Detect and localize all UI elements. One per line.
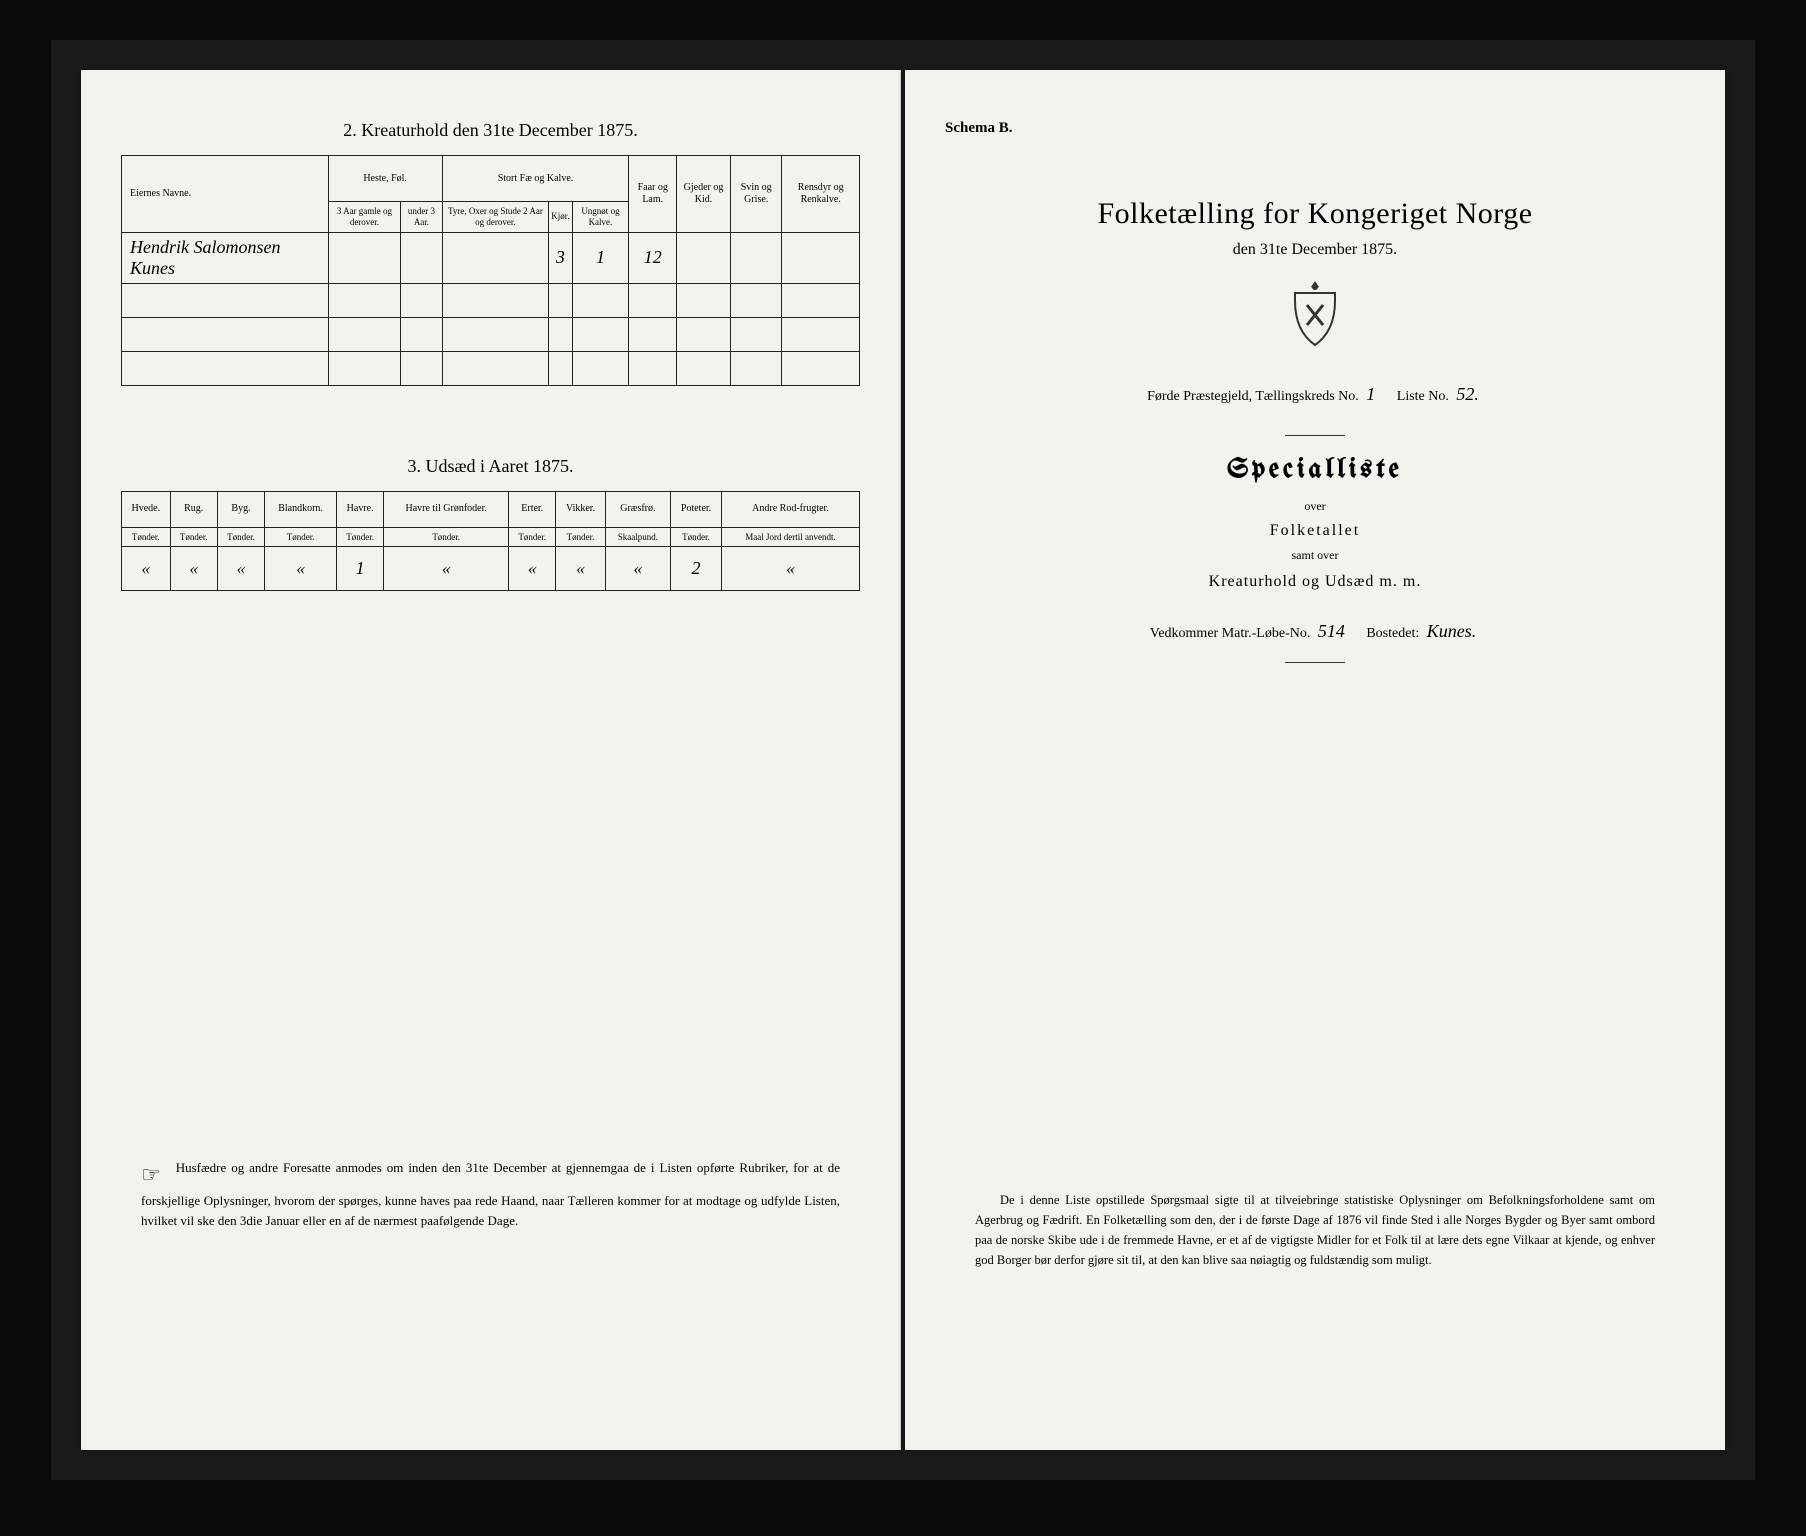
seed-col: Poteter. (671, 491, 722, 527)
seed-unit: Tønder. (509, 527, 556, 547)
seed-value-row: « « « « 1 « « « « 2 « (122, 547, 860, 591)
seed-unit: Tønder. (384, 527, 509, 547)
liste-number: 52. (1452, 384, 1483, 404)
seed-val: « (722, 547, 860, 591)
seed-val: « (265, 547, 337, 591)
table-row (122, 351, 860, 385)
seed-header-row: Hvede. Rug. Byg. Blandkorn. Havre. Havre… (122, 491, 860, 527)
seed-col: Havre. (336, 491, 383, 527)
seed-unit: Tønder. (122, 527, 171, 547)
seed-val: « (122, 547, 171, 591)
vedkommer-line: Vedkommer Matr.-Løbe-No. 514 Bostedet: K… (945, 621, 1685, 642)
col-sheep: Faar og Lam. (629, 156, 677, 233)
seed-col: Andre Rod-frugter. (722, 491, 860, 527)
col-group-horses: Heste, Føl. (328, 156, 442, 202)
cell (328, 232, 401, 283)
col-cows: Kjør. (549, 202, 572, 233)
seed-unit: Maal Jord dertil anvendt. (722, 527, 860, 547)
right-bottom-paragraph: De i denne Liste opstillede Spørgsmaal s… (975, 1190, 1655, 1270)
over-label-1: over (945, 499, 1685, 514)
over-label-2: samt over (945, 548, 1685, 563)
liste-label: Liste No. (1397, 389, 1449, 404)
seed-unit: Tønder. (170, 527, 217, 547)
seed-val: « (217, 547, 264, 591)
seed-unit: Tønder. (671, 527, 722, 547)
col-horses-3plus: 3 Aar gamle og derover. (328, 202, 401, 233)
cell (677, 232, 731, 283)
seed-col: Havre til Grønfoder. (384, 491, 509, 527)
seed-col: Byg. (217, 491, 264, 527)
seed-val: « (384, 547, 509, 591)
seed-col: Græsfrø. (605, 491, 670, 527)
seed-col: Erter. (509, 491, 556, 527)
kreds-number: 1 (1362, 384, 1379, 404)
seed-table: Hvede. Rug. Byg. Blandkorn. Havre. Havre… (121, 491, 860, 592)
left-footnote: ☞ Husfædre og andre Foresatte anmodes om… (141, 1158, 840, 1230)
cell: 3 (549, 232, 572, 283)
table-row (122, 283, 860, 317)
col-goats: Gjeder og Kid. (677, 156, 731, 233)
kreaturhold-heading: Kreaturhold og Udsæd m. m. (945, 573, 1685, 591)
cell (782, 232, 860, 283)
col-calves: Ungnøt og Kalve. (572, 202, 629, 233)
owner-name-cell: Hendrik Salomonsen Kunes (122, 232, 329, 283)
seed-val: 1 (336, 547, 383, 591)
seed-col: Hvede. (122, 491, 171, 527)
seed-unit: Tønder. (336, 527, 383, 547)
col-reindeer: Rensdyr og Renkalve. (782, 156, 860, 233)
cell: 1 (572, 232, 629, 283)
table-row: Hendrik Salomonsen Kunes 3 1 12 (122, 232, 860, 283)
seed-unit: Tønder. (265, 527, 337, 547)
seed-col: Rug. (170, 491, 217, 527)
seed-unit: Skaalpund. (605, 527, 670, 547)
left-page: 2. Kreaturhold den 31te December 1875. E… (81, 70, 901, 1450)
coat-of-arms-icon (945, 279, 1685, 354)
document-spread: 2. Kreaturhold den 31te December 1875. E… (51, 40, 1755, 1480)
col-owner-name: Eiernes Navne. (122, 156, 329, 233)
seed-val: « (605, 547, 670, 591)
bostedet-value: Kunes. (1423, 621, 1481, 641)
seed-val: « (509, 547, 556, 591)
vedkommer-prefix: Vedkommer Matr.-Løbe-No. (1150, 626, 1311, 641)
table-row (122, 317, 860, 351)
cell (731, 232, 782, 283)
matr-number: 514 (1314, 621, 1349, 641)
seed-val: 2 (671, 547, 722, 591)
seed-val: « (556, 547, 605, 591)
parish-line: Førde Præstegjeld, Tællingskreds No. 1 L… (945, 384, 1685, 405)
cell (401, 232, 442, 283)
seed-col: Blandkorn. (265, 491, 337, 527)
footnote-text: Husfædre og andre Foresatte anmodes om i… (141, 1160, 840, 1228)
right-page: Schema B. Folketælling for Kongeriget No… (905, 70, 1725, 1450)
census-date: den 31te December 1875. (945, 241, 1685, 259)
pointing-hand-icon: ☞ (141, 1158, 161, 1191)
table2-title: 2. Kreaturhold den 31te December 1875. (121, 120, 860, 141)
divider (1285, 662, 1345, 663)
seed-unit: Tønder. (556, 527, 605, 547)
bostedet-label: Bostedet: (1366, 626, 1419, 641)
livestock-table: Eiernes Navne. Heste, Føl. Stort Fæ og K… (121, 155, 860, 386)
seed-col: Vikker. (556, 491, 605, 527)
col-horses-under3: under 3 Aar. (401, 202, 442, 233)
seed-unit: Tønder. (217, 527, 264, 547)
census-title: Folketælling for Kongeriget Norge (945, 197, 1685, 231)
folketallet-heading: Folketallet (945, 522, 1685, 540)
parish-prefix: Førde Præstegjeld, Tællingskreds No. (1147, 389, 1359, 404)
schema-label: Schema B. (945, 120, 1685, 137)
col-pigs: Svin og Grise. (731, 156, 782, 233)
seed-val: « (170, 547, 217, 591)
cell: 12 (629, 232, 677, 283)
divider (1285, 435, 1345, 436)
col-group-cattle: Stort Fæ og Kalve. (442, 156, 629, 202)
cell (442, 232, 549, 283)
specialliste-heading: Specialliste (945, 456, 1685, 485)
table3-title: 3. Udsæd i Aaret 1875. (121, 456, 860, 477)
seed-unit-row: Tønder. Tønder. Tønder. Tønder. Tønder. … (122, 527, 860, 547)
col-bulls: Tyre, Oxer og Stude 2 Aar og derover. (442, 202, 549, 233)
